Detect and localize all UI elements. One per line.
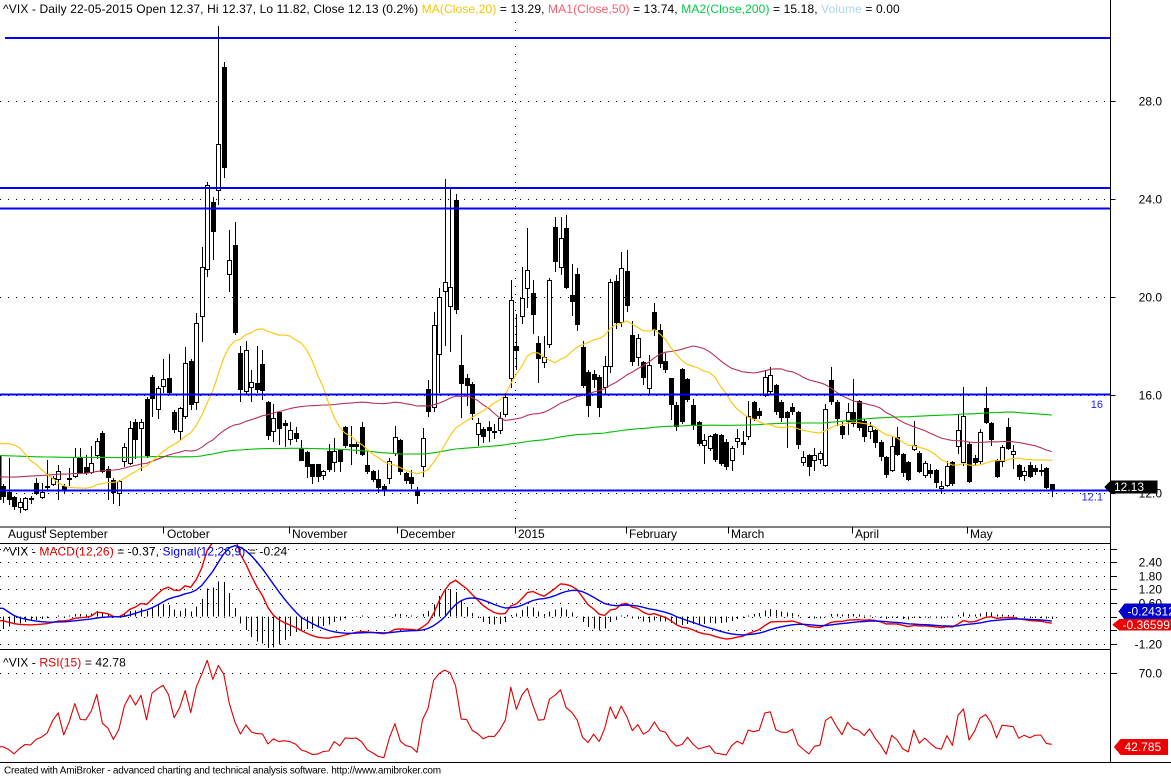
svg-text:December: December (400, 527, 455, 541)
svg-text:12.13: 12.13 (1114, 480, 1144, 494)
svg-text:April: April (855, 527, 879, 541)
svg-text:20.0: 20.0 (1139, 291, 1163, 305)
svg-text:^VIX - RSI(15) = 42.78: ^VIX - RSI(15) = 42.78 (3, 656, 126, 670)
svg-text:70.0: 70.0 (1139, 667, 1163, 681)
svg-text:May: May (970, 527, 993, 541)
svg-text:September: September (49, 527, 108, 541)
svg-text:1.80: 1.80 (1139, 570, 1163, 584)
svg-text:Created with AmiBroker - advan: Created with AmiBroker - advanced charti… (4, 766, 441, 777)
svg-text:16.0: 16.0 (1139, 389, 1163, 403)
svg-text:November: November (292, 527, 347, 541)
svg-text:2015: 2015 (518, 527, 545, 541)
svg-text:October: October (167, 527, 210, 541)
svg-text:28.0: 28.0 (1139, 95, 1163, 109)
svg-text:March: March (731, 527, 764, 541)
svg-text:August: August (8, 527, 46, 541)
svg-text:16: 16 (1091, 399, 1103, 411)
svg-text:-0.3659975: -0.3659975 (1123, 618, 1171, 632)
svg-text:-1.20: -1.20 (1135, 638, 1163, 652)
svg-text:42.785: 42.785 (1125, 740, 1162, 754)
svg-text:2.40: 2.40 (1139, 556, 1163, 570)
svg-text:^VIX - MACD(12,26) = -0.37, Si: ^VIX - MACD(12,26) = -0.37, Signal(12,26… (3, 545, 287, 559)
svg-text:^VIX - Daily 22-05-2015 Open 1: ^VIX - Daily 22-05-2015 Open 12.37, Hi 1… (3, 2, 900, 16)
svg-text:February: February (629, 527, 677, 541)
svg-text:1.20: 1.20 (1139, 583, 1163, 597)
svg-text:12.1: 12.1 (1082, 492, 1103, 504)
svg-text:-0.2431250: -0.2431250 (1128, 605, 1171, 619)
svg-text:24.0: 24.0 (1139, 193, 1163, 207)
